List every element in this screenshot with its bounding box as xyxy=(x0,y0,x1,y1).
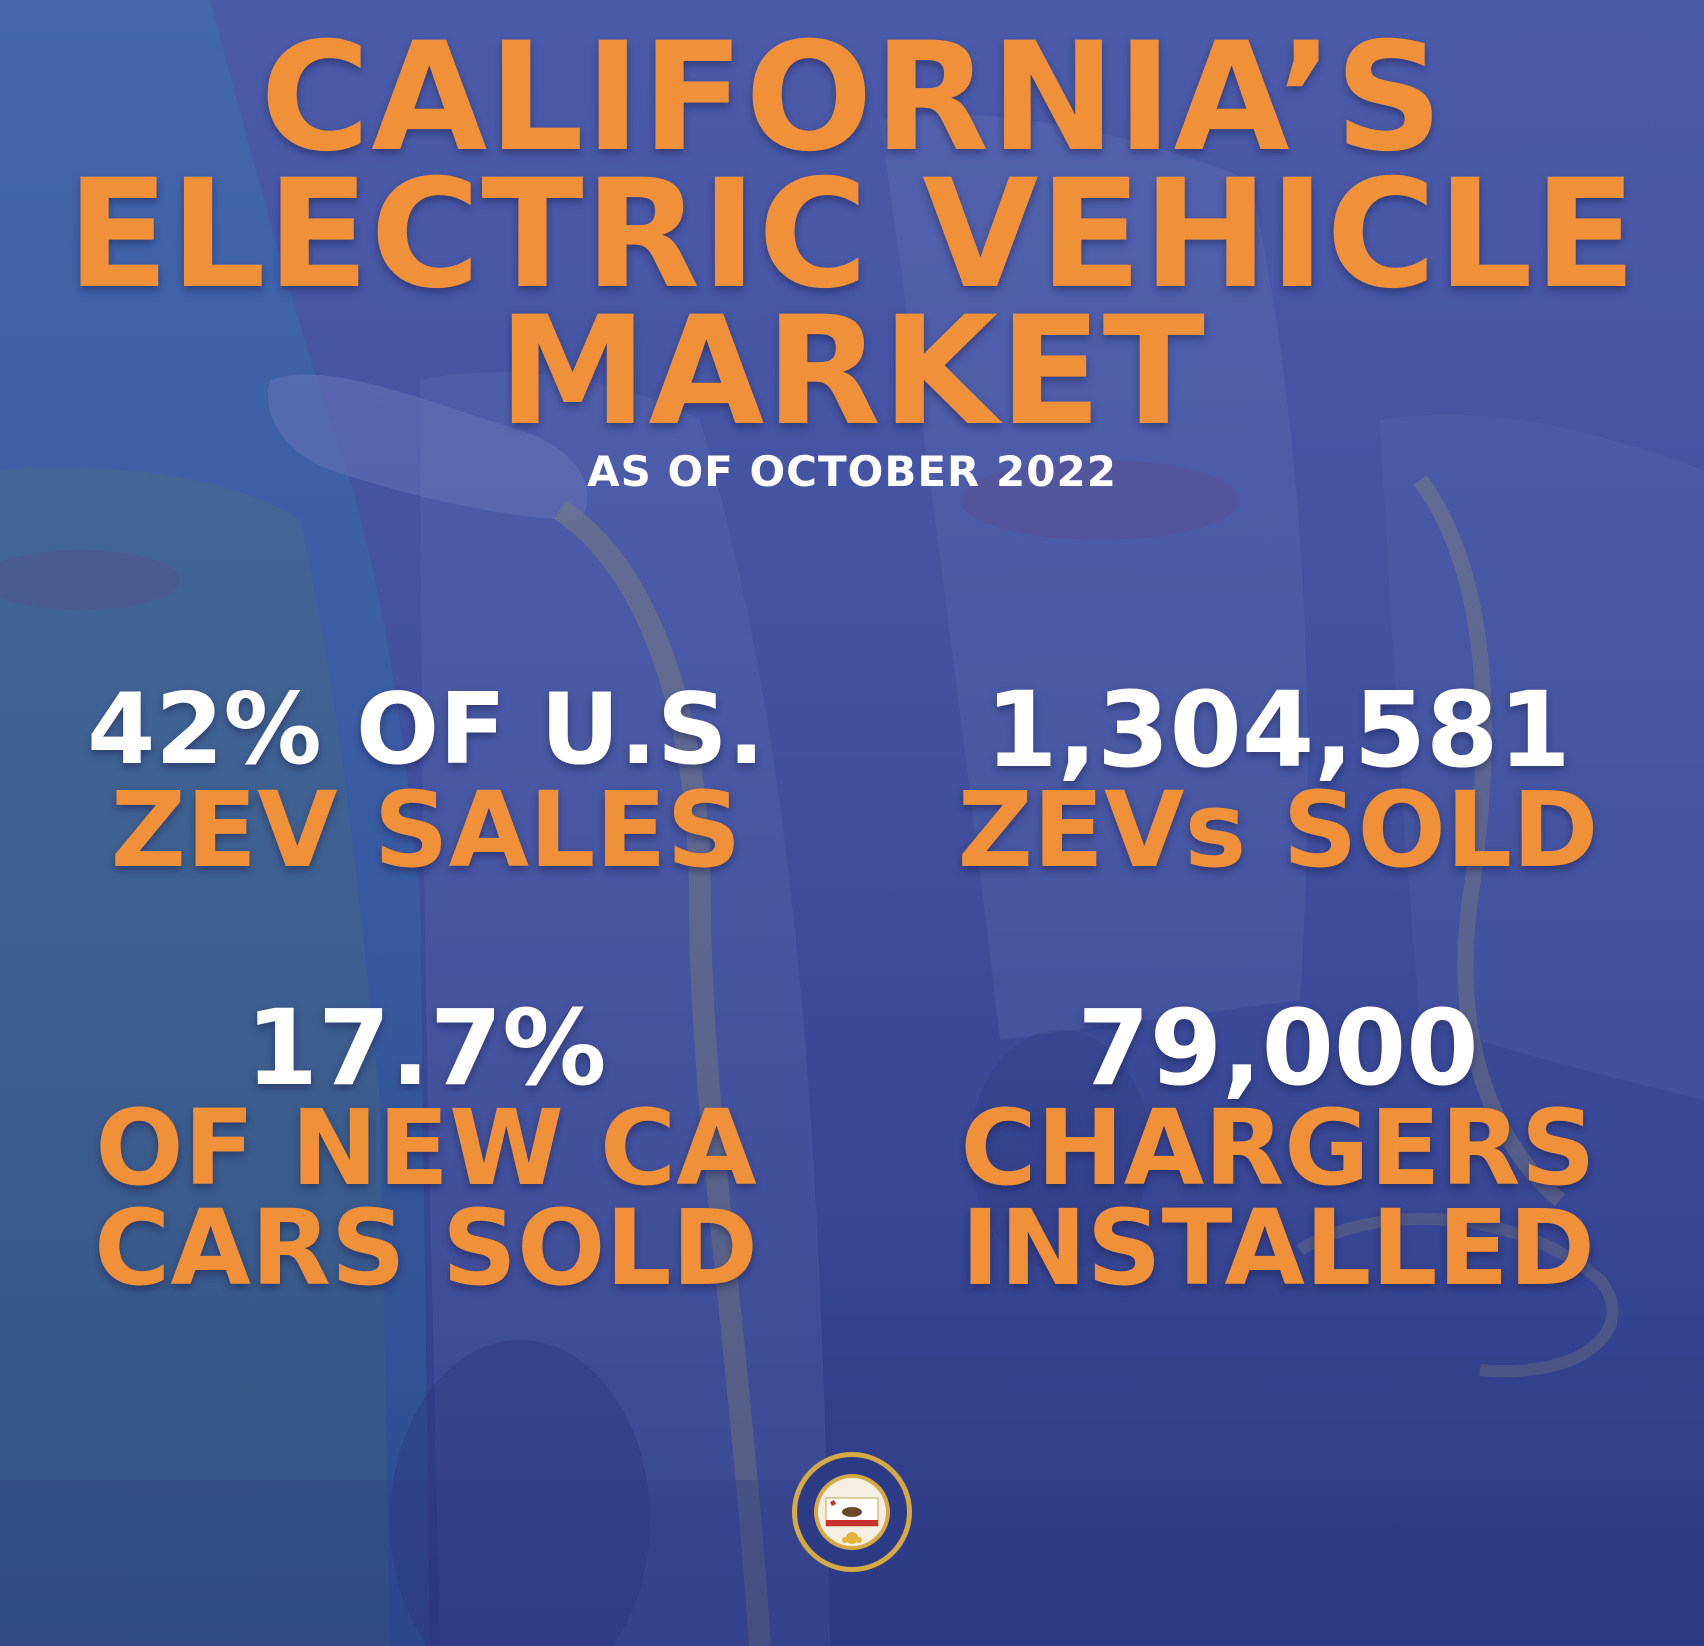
stat-value: 79,000 xyxy=(1077,987,1479,1109)
stat-new-ca-cars-share: 17.7% OF NEW CA CARS SOLD xyxy=(0,987,852,1309)
stat-label-line-2: CARS SOLD xyxy=(94,1187,758,1309)
stat-value: 17.7% xyxy=(245,987,607,1109)
governor-seal-icon xyxy=(792,1452,912,1572)
title-line-2: ELECTRIC VEHICLE xyxy=(66,148,1638,322)
stat-label-line-2: INSTALLED xyxy=(961,1187,1595,1309)
stat-label: ZEV SALES xyxy=(110,769,742,891)
stat-zevs-sold: 1,304,581 ZEVs SOLD xyxy=(852,669,1704,891)
stat-value: 1,304,581 xyxy=(985,669,1571,791)
title-line-3: MARKET xyxy=(498,285,1206,459)
stat-chargers-installed: 79,000 CHARGERS INSTALLED xyxy=(852,987,1704,1309)
stat-label-line-1: CHARGERS xyxy=(960,1087,1596,1209)
stat-us-zev-share: 42% OF U.S. ZEV SALES xyxy=(0,673,852,891)
stat-value: 42% OF U.S. xyxy=(87,673,765,787)
stat-label-line-1: OF NEW CA xyxy=(95,1087,757,1209)
subtitle-date: AS OF OCTOBER 2022 xyxy=(587,447,1117,496)
title-line-1: CALIFORNIA’S xyxy=(260,11,1444,185)
stat-label: ZEVs SOLD xyxy=(957,769,1599,891)
